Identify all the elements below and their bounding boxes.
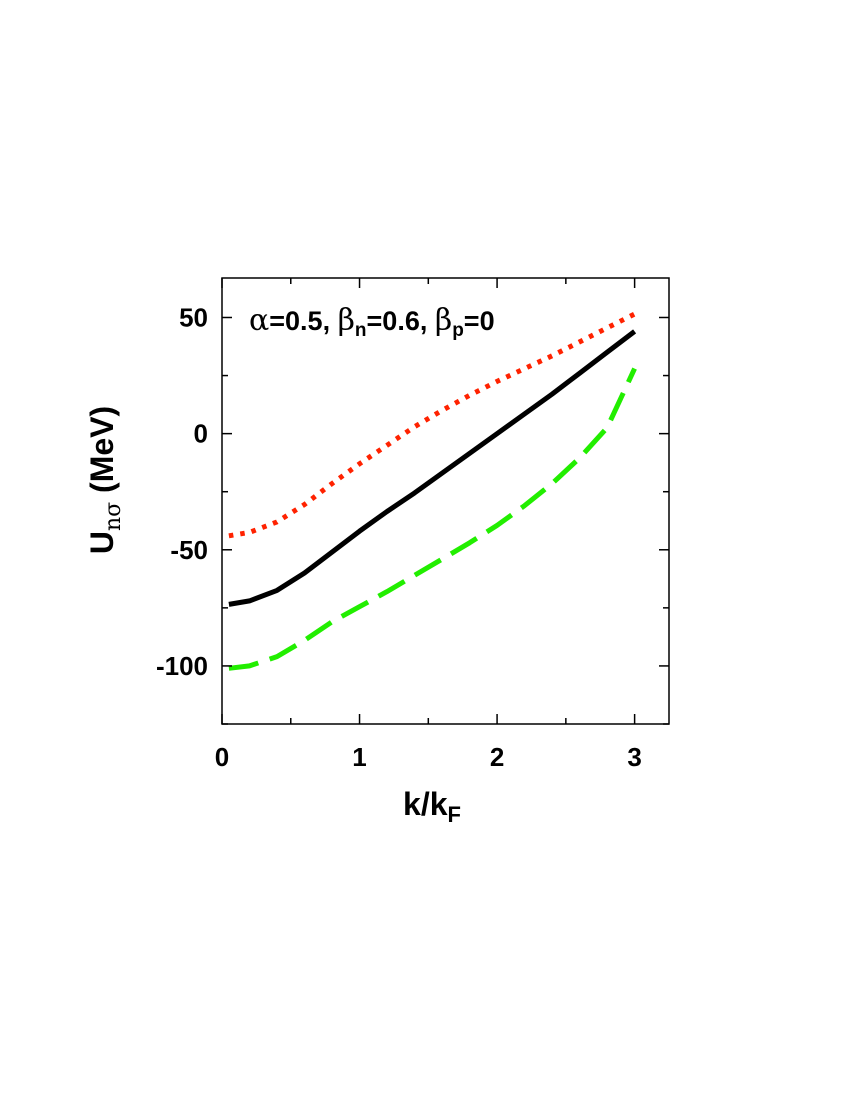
y-axis-label: Unσ (MeV) [84,406,126,554]
series-line-dotted [228,311,636,539]
x-tick-label: 2 [490,742,504,772]
x-tick-label: 1 [352,742,366,772]
x-axis-label: k/kF [403,786,461,827]
y-tick-label: 50 [179,302,208,332]
plot-frame [221,277,670,725]
y-tick-label: -100 [156,651,208,681]
tick-labels-layer: 0 1 2 3 -100 -50 0 50 [156,302,642,772]
y-tick-label: 0 [194,419,208,449]
x-tick-label: 3 [627,742,641,772]
series-line-solid [228,329,637,607]
y-tick-label: -50 [170,535,208,565]
x-tick-label: 0 [215,742,229,772]
ticks-layer [221,278,669,725]
series-line-dashed [228,367,637,671]
series-layer [228,311,637,671]
parameter-annotation: α=0.5, βn=0.6, βp=0 [249,303,495,341]
